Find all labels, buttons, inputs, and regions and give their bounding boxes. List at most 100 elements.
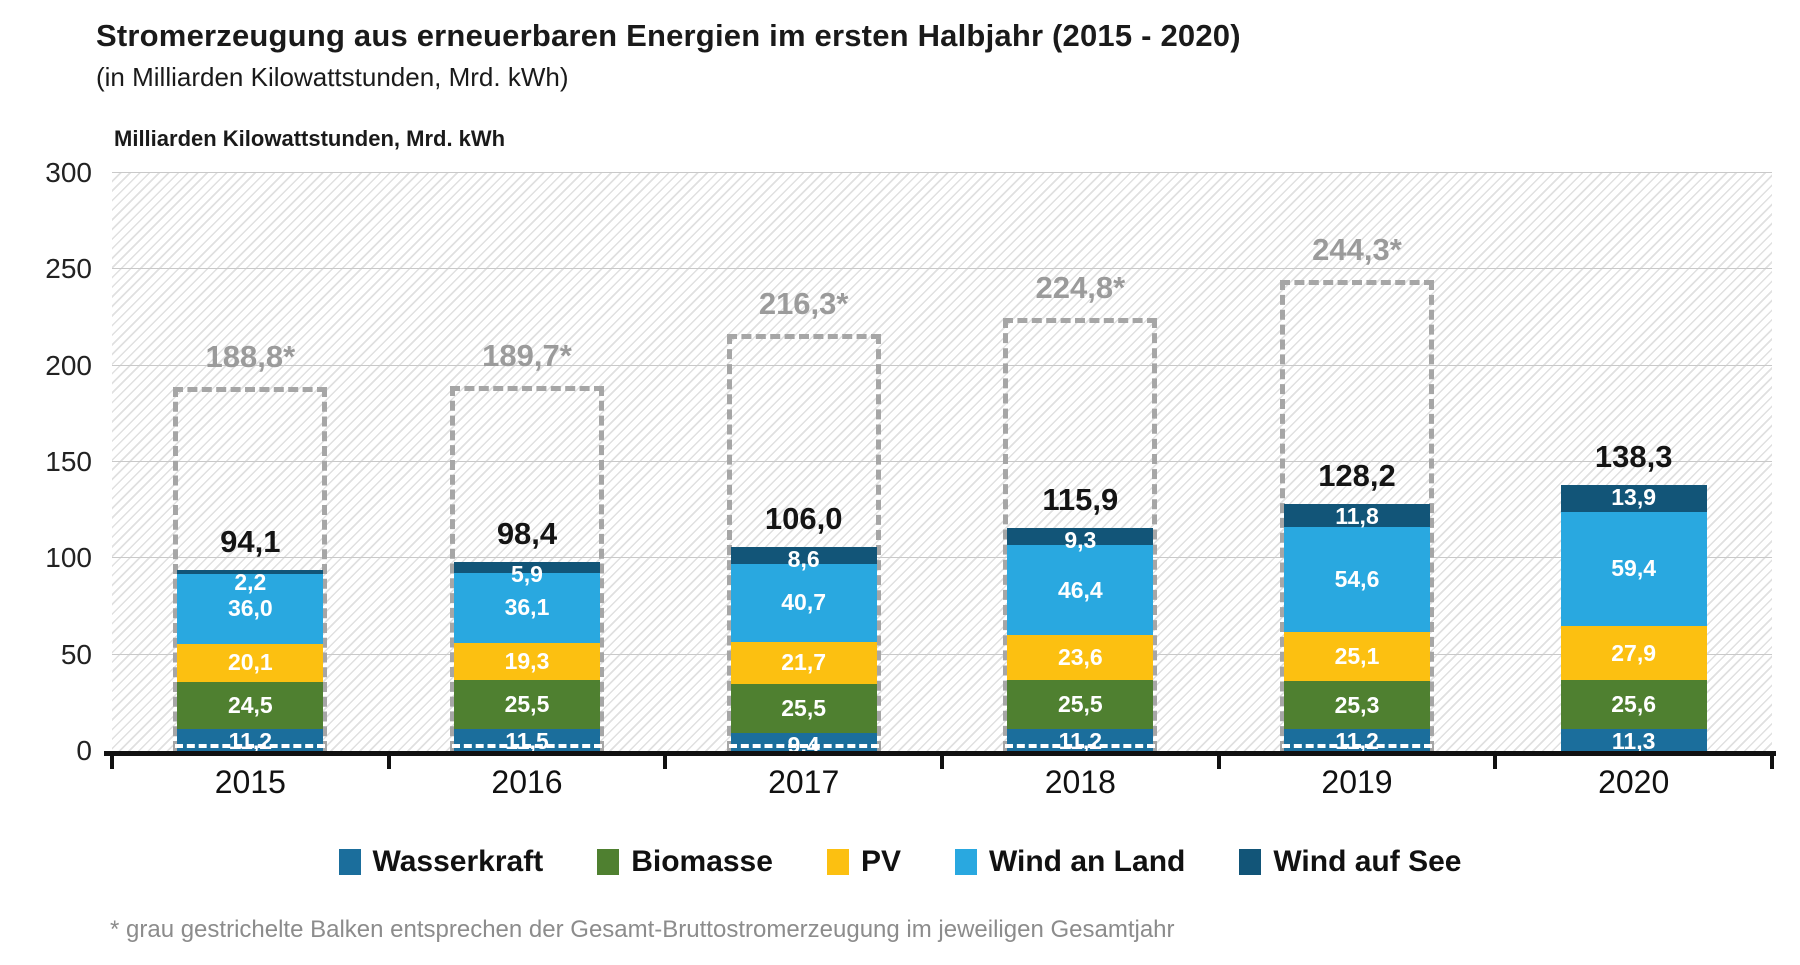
bar-segment-value-biomasse-2018: 25,5 — [1057, 691, 1103, 718]
bar-segment-wind-auf-see-2017: 8,6 — [730, 546, 877, 572]
bar-segment-value-pv-2019: 25,1 — [1334, 643, 1380, 670]
bar-segment-value-pv-2015: 20,1 — [227, 649, 273, 676]
bar-segment-value-biomasse-2020: 25,6 — [1611, 691, 1657, 718]
x-axis-tick-5 — [1493, 751, 1498, 769]
bar-segment-biomasse-2019: 25,3 — [1283, 680, 1430, 730]
bar-segment-pv-2017: 21,7 — [730, 641, 877, 684]
chart-subtitle: (in Milliarden Kilowattstunden, Mrd. kWh… — [96, 62, 569, 92]
y-tick-label-250: 250 — [45, 253, 92, 285]
bar-segment-value-pv-2020: 27,9 — [1611, 639, 1657, 666]
bar-segment-value-wind-an-land-2015: 36,0 — [227, 595, 273, 622]
stacked-bar-2018: 11,2 25,5 23,6 46,4 9,3 — [1007, 527, 1154, 754]
x-axis-tick-4 — [1216, 751, 1221, 769]
legend-item-wasserkraft: Wasserkraft — [338, 845, 543, 879]
half-year-total-label-2016: 98,4 — [496, 515, 558, 551]
half-year-total-label-2015: 94,1 — [220, 523, 281, 559]
bar-segment-value-wasserkraft-2016: 11,5 — [505, 727, 549, 754]
x-axis-label-2020: 2020 — [1598, 764, 1670, 800]
bar-segment-wind-an-land-2020: 59,4 — [1560, 511, 1707, 627]
y-tick-label-50: 50 — [60, 638, 92, 670]
bar-segment-value-wind-an-land-2018: 46,4 — [1057, 576, 1103, 603]
bar-segment-pv-2019: 25,1 — [1283, 632, 1430, 681]
dashed-baseline-2018 — [1005, 744, 1156, 748]
legend-swatch-icon — [954, 849, 977, 875]
bar-segment-wind-an-land-2019: 54,6 — [1283, 527, 1430, 633]
annual-total-label-2015: 188,8* — [205, 339, 296, 375]
bar-segment-pv-2018: 23,6 — [1007, 634, 1154, 681]
bar-segment-value-pv-2017: 21,7 — [781, 649, 827, 676]
bar-segment-wasserkraft-2020: 11,3 — [1560, 728, 1707, 754]
bar-segment-biomasse-2015: 24,5 — [177, 682, 324, 730]
half-year-total-label-2017: 106,0 — [764, 500, 843, 536]
bar-group-2016: 189,7* 11,5 25,5 19,3 36,1 5,9 98,4 — [389, 173, 666, 754]
bar-segment-biomasse-2016: 25,5 — [453, 679, 600, 729]
legend-item-pv: PV — [826, 845, 901, 879]
stacked-bar-2017: 9,4 25,5 21,7 40,7 8,6 — [730, 546, 877, 758]
half-year-total-label-2018: 115,9 — [1042, 481, 1119, 517]
bar-segment-value-wind-auf-see-2020: 13,9 — [1611, 483, 1657, 510]
dashed-baseline-2019 — [1281, 744, 1432, 748]
stacked-bar-2020: 11,3 25,6 27,9 59,4 13,9 — [1560, 483, 1707, 754]
bar-segment-value-wind-an-land-2020: 59,4 — [1611, 555, 1657, 582]
legend-item-wind-auf-see: Wind auf See — [1239, 845, 1461, 879]
bar-segment-value-wasserkraft-2020: 11,3 — [1611, 728, 1656, 755]
bar-segment-value-wind-an-land-2019: 54,6 — [1334, 566, 1380, 593]
y-tick-label-300: 300 — [45, 157, 92, 188]
bar-segment-wind-an-land-2015: 36,0 — [177, 574, 324, 644]
x-axis-tick-6 — [1770, 751, 1774, 769]
gridline-200 — [112, 364, 1772, 366]
bar-segment-value-wind-an-land-2017: 40,7 — [781, 589, 827, 616]
stacked-bar-2015: 11,2 24,5 20,1 36,0 2,2 — [177, 569, 324, 754]
bar-group-2015: 188,8* 11,2 24,5 20,1 36,0 2,2 94,1 — [112, 173, 389, 754]
legend-swatch-icon — [597, 849, 620, 875]
bar-segment-wind-auf-see-2016: 5,9 — [453, 561, 600, 587]
x-axis-label-2016: 2016 — [491, 764, 563, 800]
bar-segment-value-wind-auf-see-2019: 11,8 — [1335, 503, 1379, 530]
dashed-baseline-2017 — [728, 744, 879, 748]
gridline-250 — [112, 268, 1772, 270]
chart-title: Stromerzeugung aus erneuerbaren Energien… — [96, 18, 1241, 53]
annual-total-label-2018: 224,8* — [1035, 269, 1126, 305]
bar-segment-wasserkraft-2017: 9,4 — [730, 732, 877, 758]
legend-label: Biomasse — [631, 845, 773, 878]
bar-group-2019: 244,3* 11,2 25,3 25,1 54,6 11,8 128,2 — [1219, 173, 1496, 754]
legend-label: Wind an Land — [988, 845, 1186, 878]
gridline-150 — [112, 461, 1772, 462]
legend-swatch-icon — [826, 849, 849, 875]
bar-segment-biomasse-2017: 25,5 — [730, 683, 877, 733]
bar-segment-pv-2020: 27,9 — [1560, 626, 1707, 680]
dashed-baseline-2015 — [175, 744, 326, 748]
legend-swatch-icon — [1239, 849, 1262, 875]
x-axis-label-2015: 2015 — [214, 764, 286, 800]
bar-segment-value-wasserkraft-2018: 11,2 — [1058, 728, 1103, 755]
legend: Wasserkraft Biomasse PV Wind an Land Wind au… — [0, 845, 1800, 879]
stacked-bar-2016: 11,5 25,5 19,3 36,1 5,9 — [453, 561, 600, 754]
bar-segment-wind-an-land-2017: 40,7 — [730, 563, 877, 642]
bar-segment-value-wind-auf-see-2017: 8,6 — [787, 545, 820, 572]
bar-segment-value-biomasse-2019: 25,3 — [1334, 691, 1380, 718]
y-tick-label-200: 200 — [45, 349, 92, 381]
dashed-baseline-2016 — [451, 744, 602, 748]
x-axis-label-2019: 2019 — [1321, 764, 1393, 800]
bar-segment-wind-an-land-2018: 46,4 — [1007, 545, 1154, 635]
bar-segment-pv-2015: 20,1 — [177, 643, 324, 683]
bar-segment-biomasse-2020: 25,6 — [1560, 679, 1707, 730]
annual-total-label-2017: 216,3* — [758, 286, 849, 322]
y-axis-title: Milliarden Kilowattstunden, Mrd. kWh — [114, 126, 506, 151]
bar-segment-value-wasserkraft-2015: 11,2 — [228, 728, 273, 755]
bar-segment-value-biomasse-2017: 25,5 — [781, 694, 827, 721]
bar-group-2020: 11,3 25,6 27,9 59,4 13,9 138,3 — [1495, 173, 1772, 754]
half-year-total-label-2019: 128,2 — [1318, 458, 1396, 494]
bar-segment-value-wind-auf-see-2016: 5,9 — [510, 560, 543, 587]
y-tick-label-100: 100 — [45, 542, 92, 574]
x-axis-label-2017: 2017 — [768, 764, 840, 800]
half-year-total-label-2020: 138,3 — [1594, 438, 1673, 474]
bar-segment-wind-auf-see-2018: 9,3 — [1007, 527, 1154, 553]
gridline-50 — [112, 653, 1772, 655]
bar-group-2018: 224,8* 11,2 25,5 23,6 46,4 9,3 115,9 — [942, 173, 1219, 754]
footnote: * grau gestrichelte Balken entsprechen d… — [110, 916, 1175, 943]
legend-label: PV — [860, 845, 901, 878]
x-axis-tick-0 — [110, 751, 114, 769]
x-axis-label-2018: 2018 — [1044, 764, 1116, 800]
gridline-100 — [112, 557, 1772, 559]
